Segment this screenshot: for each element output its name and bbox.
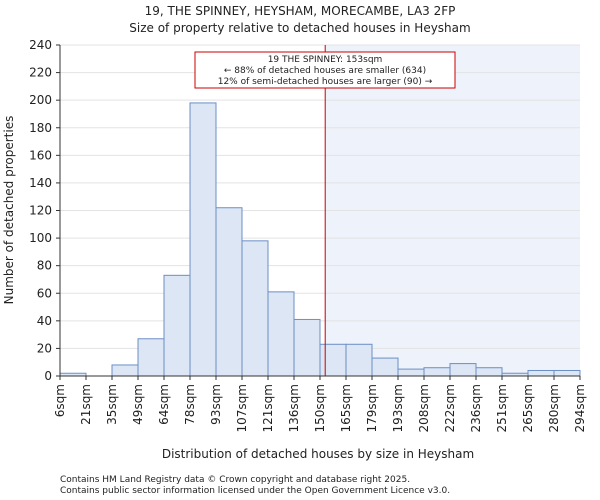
x-tick-label: 93sqm xyxy=(209,384,223,425)
x-tick-label: 49sqm xyxy=(131,384,145,425)
footer-line-2: Contains public sector information licen… xyxy=(60,486,450,496)
bar-179sqm xyxy=(371,357,399,377)
x-tick-label: 251sqm xyxy=(495,384,509,432)
y-tick-label: 240 xyxy=(29,38,52,52)
y-tick-label: 140 xyxy=(29,176,52,190)
bar-236sqm xyxy=(475,367,503,377)
x-axis-label: Distribution of detached houses by size … xyxy=(162,447,474,461)
x-tick-label: 265sqm xyxy=(521,384,535,432)
x-tick-label: 78sqm xyxy=(183,384,197,425)
x-tick-label: 208sqm xyxy=(417,384,431,432)
bar-107sqm xyxy=(241,240,269,377)
x-tick-label: 150sqm xyxy=(313,384,327,432)
x-tick-label: 121sqm xyxy=(261,384,275,432)
x-tick-label: 35sqm xyxy=(105,384,119,425)
x-tick-label: 64sqm xyxy=(157,384,171,425)
annotation-box: 19 THE SPINNEY: 153sqm ← 88% of detached… xyxy=(194,51,456,89)
x-tick-label: 280sqm xyxy=(547,384,561,432)
y-axis-label: Number of detached properties xyxy=(2,116,16,305)
y-tick-label: 60 xyxy=(37,286,52,300)
x-tick-label: 179sqm xyxy=(365,384,379,432)
y-tick-label: 0 xyxy=(44,369,52,383)
y-tick-labels: 0 20 40 60 80 100 120 140 160 180 200 220 240 xyxy=(29,38,60,383)
y-tick-label: 40 xyxy=(37,314,52,328)
bar-49sqm xyxy=(137,338,165,377)
y-tick-label: 160 xyxy=(29,148,52,162)
bar-93sqm xyxy=(215,207,243,377)
x-tick-label: 165sqm xyxy=(339,384,353,432)
bar-165sqm xyxy=(345,343,373,377)
annotation-line-3: 12% of semi-detached houses are larger (… xyxy=(218,77,433,87)
bar-208sqm xyxy=(423,367,451,377)
chart-title: 19, THE SPINNEY, HEYSHAM, MORECAMBE, LA3… xyxy=(145,4,456,18)
bar-222sqm xyxy=(449,363,477,377)
y-tick-label: 100 xyxy=(29,231,52,245)
annotation-line-2: ← 88% of detached houses are smaller (63… xyxy=(224,66,426,76)
bar-64sqm xyxy=(163,274,191,377)
annotation-border xyxy=(194,51,456,89)
bar-193sqm xyxy=(397,368,425,377)
x-tick-label: 107sqm xyxy=(235,384,249,432)
y-tick-label: 200 xyxy=(29,93,52,107)
bar-280sqm xyxy=(553,369,581,377)
x-tick-label: 236sqm xyxy=(469,384,483,432)
y-tick-label: 180 xyxy=(29,121,52,135)
footer-line-1: Contains HM Land Registry data © Crown c… xyxy=(60,475,410,485)
x-tick-label: 294sqm xyxy=(573,384,587,432)
y-tick-label: 20 xyxy=(37,341,52,355)
bar-265sqm xyxy=(527,369,555,377)
y-tick-label: 220 xyxy=(29,66,52,80)
x-tick-label: 6sqm xyxy=(53,384,67,417)
bar-35sqm xyxy=(111,364,139,377)
x-tick-label: 136sqm xyxy=(287,384,301,432)
bars xyxy=(59,102,581,377)
bar-121sqm xyxy=(267,291,295,377)
x-tick-label: 222sqm xyxy=(443,384,457,432)
y-tick-label: 80 xyxy=(37,259,52,273)
x-tick-label: 193sqm xyxy=(391,384,405,432)
chart-subtitle: Size of property relative to detached ho… xyxy=(129,21,470,35)
x-tick-label: 21sqm xyxy=(79,384,93,425)
bar-78sqm xyxy=(189,102,217,377)
bar-136sqm xyxy=(293,318,321,377)
y-tick-label: 120 xyxy=(29,204,52,218)
bar-150sqm xyxy=(319,343,347,377)
x-tick-labels: 6sqm 21sqm 35sqm 49sqm 64sqm 78sqm 93sqm 107sqm… xyxy=(53,376,587,432)
annotation-line-1: 19 THE SPINNEY: 153sqm xyxy=(268,55,383,65)
